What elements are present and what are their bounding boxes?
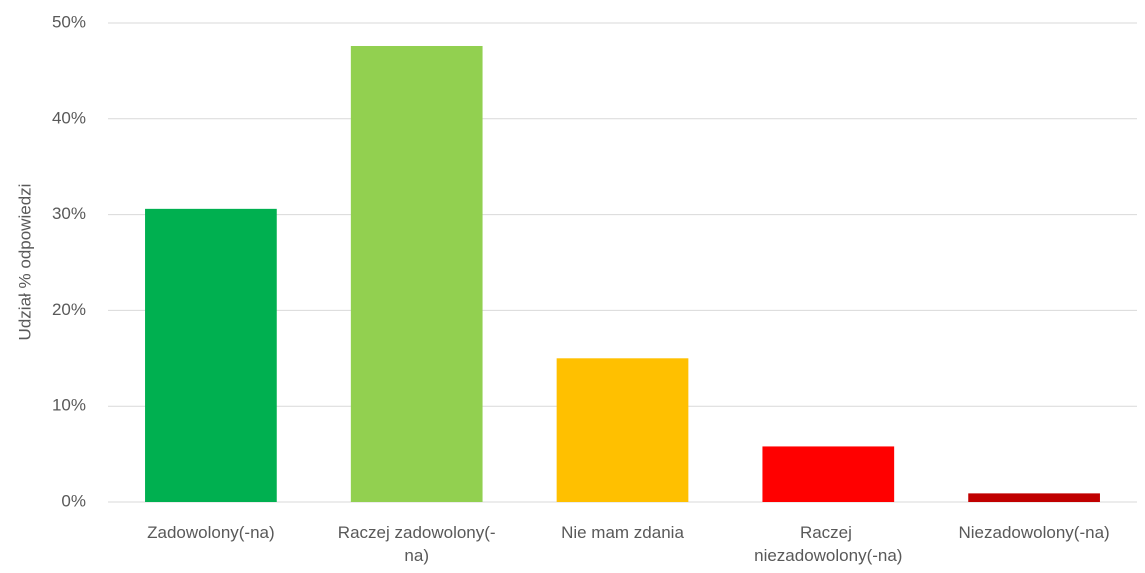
y-tick-label: 10% xyxy=(52,396,86,415)
y-tick-label: 20% xyxy=(52,300,86,319)
y-tick-label: 0% xyxy=(61,491,86,510)
x-tick-label: Raczej niezadowolony(-na) xyxy=(754,523,902,565)
y-axis-label: Udział % odpowiedzi xyxy=(15,184,34,341)
y-tick-label: 30% xyxy=(52,204,86,223)
y-tick-label: 40% xyxy=(52,108,86,127)
x-tick-label: Niezadowolony(-na) xyxy=(959,523,1110,542)
x-tick-label: Nie mam zdania xyxy=(561,523,684,542)
bar xyxy=(762,446,895,502)
x-tick-label: Raczej zadowolony(-na) xyxy=(338,523,496,565)
bar xyxy=(350,45,483,502)
bar xyxy=(968,493,1100,502)
bar xyxy=(556,358,689,502)
x-tick-label: Zadowolony(-na) xyxy=(147,523,275,542)
y-tick-label: 50% xyxy=(52,12,86,31)
bar xyxy=(145,208,277,503)
